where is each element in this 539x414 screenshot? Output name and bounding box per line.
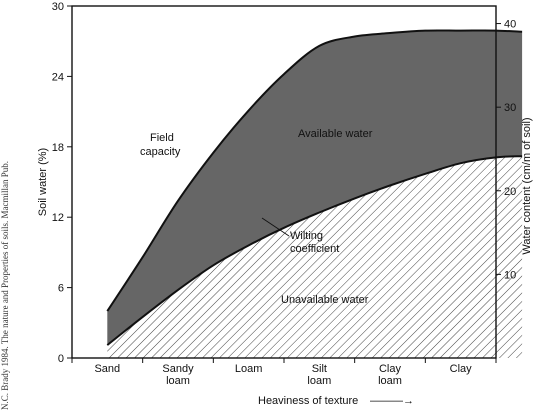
source-credit: N.C. Brady 1984. The nature and Properti…	[0, 161, 10, 410]
y2-tick-label: 30	[504, 102, 516, 114]
x-tick-label: Sandy loam	[162, 363, 194, 387]
x-tick-label-line: Sandy	[162, 363, 194, 375]
x-tick-label-line: loam	[166, 375, 190, 387]
y-tick-label: 12	[52, 212, 64, 224]
x-tick-label: Sand	[94, 363, 120, 375]
annotation-leader-line	[261, 217, 290, 237]
x-axis-arrow: ———→	[370, 395, 414, 407]
x-tick-label: Clay	[450, 363, 473, 375]
y-tick-label: 0	[58, 353, 64, 365]
x-tick-label-line: Sand	[94, 363, 120, 375]
x-tick-label-line: loam	[378, 375, 402, 387]
x-tick-label: Loam	[235, 363, 263, 375]
x-tick-label-line: Silt	[312, 363, 327, 375]
y-tick-label: 6	[58, 283, 64, 295]
y-tick-label: 18	[52, 142, 64, 154]
y-axis-right: 10 20 30 40	[496, 19, 516, 281]
y-axis-left: 0 6 12 18 24 30	[52, 1, 72, 365]
x-tick-label-line: Clay	[379, 363, 402, 375]
x-tick-label: Silt loam	[307, 363, 331, 387]
x-axis-label-text: Heaviness of texture	[258, 395, 358, 407]
annotation-field-capacity-line2: capacity	[140, 146, 181, 158]
y2-tick-label: 20	[504, 186, 516, 198]
y-tick-label: 24	[52, 71, 64, 83]
region-label-available: Available water	[298, 128, 373, 140]
y-tick-label: 30	[52, 1, 64, 13]
y2-tick-label: 10	[504, 269, 516, 281]
unavailable-water-region	[107, 156, 523, 358]
y2-tick-label: 40	[504, 19, 516, 31]
annotation-wilting-coefficient-line2: coefficient	[290, 243, 339, 255]
annotation-wilting-coefficient: Wilting coefficient	[290, 230, 339, 255]
annotation-field-capacity: Field capacity	[140, 132, 181, 158]
series-line-field-capacity	[106, 29, 523, 312]
region-label-unavailable: Unavailable water	[281, 294, 369, 306]
x-tick-label-line: Loam	[235, 363, 263, 375]
annotation-wilting-coefficient-line1: Wilting	[290, 230, 323, 242]
x-axis-label: Heaviness of texture ———→	[258, 395, 414, 407]
plot-area	[106, 29, 523, 358]
annotation-field-capacity-line1: Field	[150, 132, 174, 144]
x-tick-label: Clay loam	[378, 363, 402, 387]
x-tick-label-line: Clay	[450, 363, 473, 375]
x-tick-label-line: loam	[307, 375, 331, 387]
y-axis-label: Soil water (%)	[37, 148, 49, 216]
series-line-wilting-coefficient	[106, 155, 523, 346]
y2-axis-label: Water content (cm/m of soil)	[521, 117, 533, 254]
